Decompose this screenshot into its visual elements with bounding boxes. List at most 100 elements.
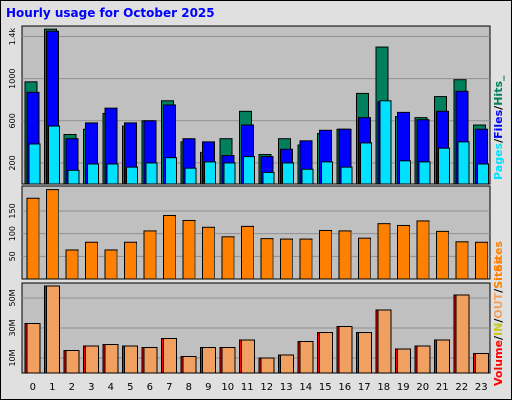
x-tick-label: 0: [30, 382, 36, 393]
hits-files-pages-panel: 200 600 1000 1.4k: [8, 25, 491, 185]
legend-volume-part: /: [492, 288, 505, 293]
sites-bar: [475, 241, 488, 280]
sites-bar: [124, 241, 137, 280]
sites-bar: [182, 219, 196, 280]
x-tick-label: 19: [397, 382, 410, 393]
volume-panel: 10M 30M 50M: [8, 282, 491, 374]
x-tick-label: 9: [205, 382, 211, 393]
legend-hits-files-pages-part: _: [492, 75, 505, 81]
sites-bar: [143, 230, 157, 280]
x-tick-label: 10: [221, 382, 234, 393]
pages-bar: [438, 147, 450, 185]
volume-in-bar: [46, 285, 60, 374]
volume-panel-ytick-label: 10M: [8, 349, 17, 366]
volume-in-bar: [26, 323, 41, 374]
x-tick-label: 21: [436, 382, 449, 393]
pages-bar: [126, 166, 138, 185]
legend-volume-part: IN: [492, 323, 505, 336]
x-tick-label: 1: [49, 382, 55, 393]
sites-bar: [377, 223, 391, 280]
sites-panel-background: [21, 185, 491, 280]
pages-bar: [67, 169, 80, 185]
legend-hits-files-pages-part: Hits: [492, 81, 505, 106]
x-tick-label: 22: [455, 382, 468, 393]
pages-bar: [360, 142, 372, 185]
volume-panel-ytick-label: 30M: [8, 319, 17, 336]
volume-in-bar: [163, 338, 177, 374]
sites-bar: [280, 238, 293, 280]
hits-panel-background: [21, 25, 491, 185]
legend-hits-files-pages: Pages/Files/Hits_: [492, 75, 505, 180]
legend-sites-part: Sites: [492, 241, 505, 272]
legend-volume-part: /: [492, 318, 505, 323]
volume-in-bar: [221, 347, 236, 374]
sites-bar: [104, 249, 118, 280]
x-tick-label: 5: [127, 382, 133, 393]
legend-hits-files-pages-part: /: [492, 138, 505, 143]
pages-bar: [243, 156, 255, 185]
legend-hits-files-pages-part: Pages: [492, 142, 505, 180]
x-tick-label: 15: [319, 382, 332, 393]
sites-bar: [163, 214, 176, 280]
pages-bar: [106, 163, 119, 185]
sites-bar: [455, 241, 469, 280]
sites-bar: [397, 224, 410, 280]
pages-bar: [379, 100, 392, 185]
x-tick-label: 7: [166, 382, 172, 393]
volume-in-bar: [455, 294, 470, 374]
hits-panel-ytick-label: 1.4k: [8, 27, 17, 45]
volume-in-bar: [280, 354, 294, 374]
legend-volume-part: Volume: [492, 340, 505, 386]
volume-in-bar: [202, 347, 216, 374]
sites-bar: [299, 238, 313, 280]
sites-bar: [46, 189, 59, 280]
pages-bar: [145, 162, 158, 185]
hits-panel-ytick-label: 200: [8, 155, 17, 170]
sites-bar: [436, 230, 449, 280]
x-tick-label: 18: [377, 382, 390, 393]
chart-title: Hourly usage for October 2025: [6, 6, 215, 20]
pages-bar: [301, 168, 314, 185]
pages-bar: [165, 157, 177, 185]
sites-bar: [241, 225, 254, 280]
volume-panel-ytick-label: 50M: [8, 289, 17, 306]
x-tick-label: 3: [88, 382, 94, 393]
x-tick-label: 23: [475, 382, 488, 393]
volume-in-bar: [377, 309, 392, 374]
volume-in-bar: [416, 345, 431, 374]
x-tick-label: 12: [260, 382, 273, 393]
legend-hits-files-pages-part: /: [492, 105, 505, 110]
hits-panel-ytick-label: 1000: [8, 68, 17, 88]
volume-in-bar: [397, 348, 411, 374]
volume-in-bar: [182, 356, 197, 374]
legend-volume: Volume/IN/OUT/Sites: [492, 257, 505, 386]
sites-panel-ytick-label: 100: [8, 226, 17, 241]
pages-bar: [223, 162, 236, 185]
volume-in-bar: [260, 357, 275, 374]
pages-bar: [48, 125, 60, 185]
volume-in-bar: [241, 339, 255, 374]
sites-bar: [338, 230, 352, 280]
x-tick-label: 2: [69, 382, 75, 393]
sites-bar: [358, 237, 371, 280]
pages-bar: [399, 160, 411, 185]
legend-hits-files-pages-part: Files: [492, 109, 505, 139]
sites-panel-ytick-label: 50: [8, 251, 17, 261]
legend-volume-part: Sites: [492, 257, 505, 288]
pages-bar: [457, 141, 470, 185]
x-tick-label: 20: [416, 382, 429, 393]
sites-bar: [260, 238, 274, 280]
sites-panel-ytick-label: 150: [8, 203, 17, 218]
pages-bar: [262, 171, 275, 185]
sites-bar: [416, 220, 430, 280]
x-tick-label: 16: [338, 382, 351, 393]
volume-in-bar: [104, 344, 119, 374]
volume-in-bar: [124, 345, 138, 374]
legends: Pages/Files/Hits_SitesVolume/IN/OUT/Site…: [492, 75, 505, 386]
legend-sites: Sites: [492, 241, 505, 272]
sites-bar: [65, 249, 79, 280]
pages-bar: [204, 161, 216, 185]
pages-bar: [184, 167, 197, 185]
volume-in-bar: [143, 347, 158, 374]
pages-bar: [321, 161, 333, 185]
